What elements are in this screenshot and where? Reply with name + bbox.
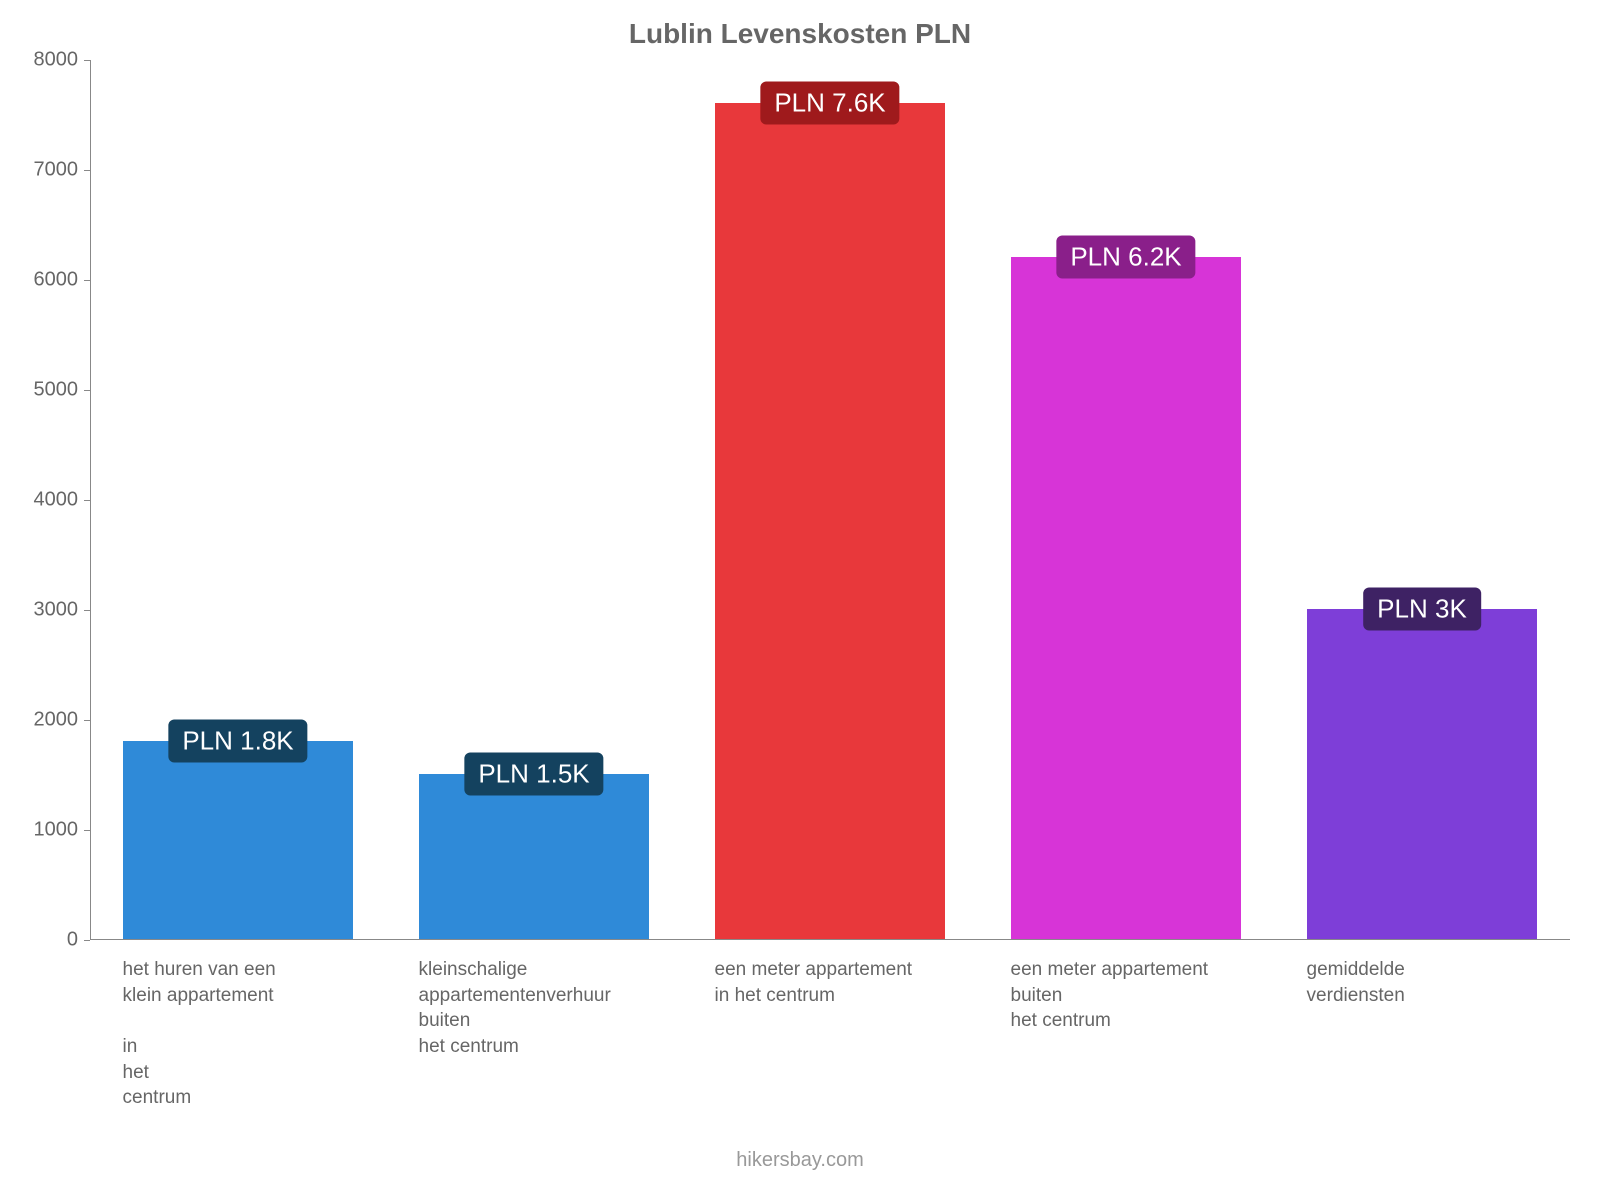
x-category-label: een meter appartementbuitenhet centrum xyxy=(1011,939,1242,1034)
y-tick-mark xyxy=(84,830,90,831)
y-tick-mark xyxy=(84,390,90,391)
y-tick-label: 5000 xyxy=(34,379,91,402)
y-tick-mark xyxy=(84,610,90,611)
chart-title: Lublin Levenskosten PLN xyxy=(0,0,1600,50)
y-tick-label: 1000 xyxy=(34,819,91,842)
bar: PLN 7.6K xyxy=(715,103,946,939)
y-tick-label: 6000 xyxy=(34,269,91,292)
x-category-label: gemiddeldeverdiensten xyxy=(1307,939,1538,1008)
bar: PLN 6.2K xyxy=(1011,257,1242,939)
y-tick-mark xyxy=(84,720,90,721)
y-tick-mark xyxy=(84,500,90,501)
x-category-label: een meter appartementin het centrum xyxy=(715,939,946,1008)
bar: PLN 1.5K xyxy=(419,774,650,939)
plot-area: 010002000300040005000600070008000PLN 1.8… xyxy=(90,60,1570,940)
x-category-label: het huren van eenklein appartement inhet… xyxy=(123,939,354,1111)
y-tick-label: 4000 xyxy=(34,489,91,512)
y-tick-label: 2000 xyxy=(34,709,91,732)
bar-value-badge: PLN 3K xyxy=(1363,588,1481,631)
y-tick-label: 3000 xyxy=(34,599,91,622)
bar-value-badge: PLN 1.8K xyxy=(168,720,307,763)
y-tick-mark xyxy=(84,940,90,941)
attribution-text: hikersbay.com xyxy=(736,1149,863,1172)
y-tick-mark xyxy=(84,280,90,281)
y-tick-label: 8000 xyxy=(34,49,91,72)
bar-value-badge: PLN 1.5K xyxy=(464,753,603,796)
chart-container: Lublin Levenskosten PLN 0100020003000400… xyxy=(0,0,1600,1200)
x-category-label: kleinschaligeappartementenverhuurbuitenh… xyxy=(419,939,650,1060)
bar-value-badge: PLN 7.6K xyxy=(760,82,899,125)
y-tick-label: 7000 xyxy=(34,159,91,182)
y-tick-mark xyxy=(84,60,90,61)
y-axis xyxy=(90,60,91,939)
bar-value-badge: PLN 6.2K xyxy=(1056,236,1195,279)
bar: PLN 3K xyxy=(1307,609,1538,939)
y-tick-mark xyxy=(84,170,90,171)
bar: PLN 1.8K xyxy=(123,741,354,939)
